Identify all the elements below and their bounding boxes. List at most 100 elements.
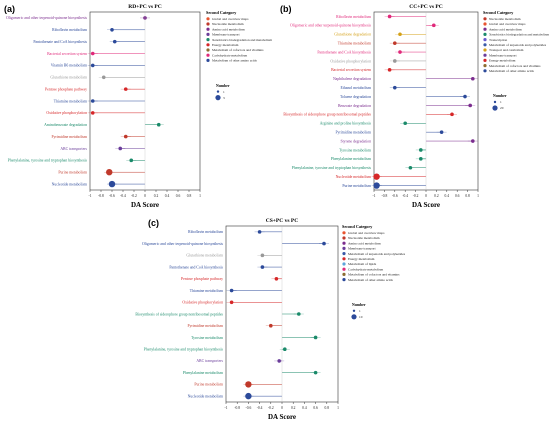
category-label-thiamine-metabolism: Thiamine metabolism [338, 41, 371, 45]
category-label-toluene-degradation: Toluene degradation [340, 95, 371, 99]
x-axis-label: DA Score [268, 413, 296, 421]
legend-swatch-xenobiotics-biodegradation-and-metabolism [483, 32, 487, 37]
category-label-biosynthesis-of-siderophore-group-nonribosomal-peptides: Biosynthesis of siderophore group nonrib… [283, 113, 371, 117]
chart-rd-pc-vs-pc: RD+PC vs PC -1 -0.8 -0.6 -0.4 -0.2 0 0.2 0.4 0.6 0… [6, 4, 272, 209]
x-tick-label: -0.2 [413, 194, 419, 198]
panel-label-c: (c) [148, 218, 159, 228]
legend-entry-membrane-transport: Membrane transport [212, 33, 240, 37]
category-label-oxidative-phosphorylation: Oxidative phosphorylation [182, 301, 223, 305]
chart-title: CC+PC vs PC [409, 4, 442, 10]
legend-swatch-membrane-transport [483, 53, 487, 57]
legend-title: Second Category [483, 10, 514, 15]
x-tick-label: 0.6 [455, 194, 460, 198]
legend-swatch-energy-metabolism [483, 58, 487, 63]
legend-entry-transport-and-catabolism: Transport and catabolism [489, 48, 524, 52]
legend-entry-metabolism-of-other-amino-acids: Metabolism of other amino acids [348, 278, 394, 282]
x-tick-label: -0.6 [392, 194, 398, 198]
category-label-nucleotide-metabolism: Nucleotide metabolism [188, 394, 223, 398]
legend-entry-energy-metabolism: Energy metabolism [212, 43, 239, 47]
legend-entry-xenobiotics-biodegradation-and-metabolism: Xenobiotics biodegradation and metabolis… [212, 38, 272, 42]
x-tick-label: 0 [144, 194, 146, 198]
x-tick-label: 0.4 [302, 406, 307, 410]
category-label-pyrimidine-metabolism: Pyrimidine metabolism [51, 135, 87, 139]
legend-swatch-amino-acid-metabolism [206, 27, 210, 31]
legend-entry-metabolism-of-other-amino-acids: Metabolism of other amino acids [489, 69, 535, 73]
legend-entry-energy-metabolism: Energy metabolism [489, 59, 516, 63]
legend-entry-membrane-transport: Membrane transport [348, 247, 376, 251]
category-label-arginine-and-proline-biosynthesis: Arginine and proline biosynthesis [320, 122, 372, 126]
category-label-phenylalanine-tyrosine-and-tryptophan-biosynthesis: Phenylalanine, tyrosine and tryptophan b… [144, 348, 224, 353]
legend-entry-metabolism-of-cofactors-and-vitamins: Metabolism of cofactors and vitamins [489, 64, 541, 68]
legend-swatch-metabolism-of-terpenoids-and-polyketides [483, 43, 487, 47]
category-label-oligomeric-and-other-terpenoid-quinone-biosynthesis: Oligomeric and other terpenoid-quinone b… [290, 24, 372, 28]
x-tick-label: 0.2 [154, 194, 159, 198]
legend-entry-carbohydrate-metabolism: Carbohydrate metabolism [212, 53, 247, 57]
chart-cc-pc-vs-pc: CC+PC vs PC -1 -0.8 -0.6 -0.4 -0.2 0 0.2 0.4 0.6 0… [283, 4, 549, 209]
category-label-vitamin-b6-metabolism: Vitamin B6 metabolism [51, 64, 87, 68]
category-label-ethanol-metabolism: Ethanol metabolism [341, 86, 372, 90]
category-label-thiamine-metabolism: Thiamine metabolism [54, 99, 87, 103]
x-tick-label: -0.6 [246, 406, 252, 410]
legend-title: Second Category [342, 224, 373, 229]
category-label-oligomeric-and-other-terpenoid-quinone-biosynthesis: Oligomeric and other terpenoid-quinone b… [142, 242, 224, 246]
category-label-phenylalanine-tyrosine-and-tryptophan-biosynthesis: Phenylalanine, tyrosine and tryptophan b… [8, 159, 88, 164]
category-label-aminobenzoate-degradation: Aminobenzoate degradation [44, 123, 87, 127]
x-tick-label: 1 [477, 194, 479, 198]
x-tick-label: 0 [281, 406, 283, 410]
category-label-phenylalanine-tyrosine-and-tryptophan-biosynthesis: Phenylalanine, tyrosine and tryptophan b… [292, 166, 372, 171]
legend-entry-transcription: Transcription [489, 38, 507, 42]
x-tick-label: 0.2 [291, 406, 296, 410]
legend-swatch-global-and-overview-maps [483, 22, 487, 26]
x-tick-label: 0.2 [434, 194, 439, 198]
size-legend-dot [351, 314, 357, 320]
legend-swatch-nucleotide-metabolism [483, 17, 487, 21]
panel-label-a: (a) [4, 4, 15, 14]
category-label-pentose-phosphate-pathway: Pentose phosphate pathway [181, 277, 223, 281]
size-legend-value: 1 [359, 309, 361, 313]
category-label-tyrosine-metabolism: Tyrosine metabolism [191, 336, 223, 340]
x-tick-label: -0.2 [268, 406, 274, 410]
category-label-abc-transporters: ABC transporters [196, 359, 223, 363]
legend-swatch-membrane-transport [342, 246, 346, 250]
x-tick-label: -1 [225, 406, 228, 410]
legend-entry-global-and-overview-maps: Global and overview maps [348, 231, 385, 235]
x-tick-label: 0.8 [465, 194, 470, 198]
category-label-oxidative-phosphorylation: Oxidative phosphorylation [46, 111, 87, 115]
legend-swatch-energy-metabolism [206, 43, 210, 47]
category-label-riboflavin-metabolism: Riboflavin metabolism [188, 230, 223, 234]
x-tick-label: 1 [337, 406, 339, 410]
legend-swatch-amino-acid-metabolism [342, 241, 346, 245]
size-legend-dot [492, 105, 498, 111]
legend-swatch-transcription [483, 38, 487, 42]
panel-label-b: (b) [280, 4, 292, 14]
x-tick-label: -0.8 [382, 194, 388, 198]
legend-swatch-metabolism-of-lipids [342, 262, 346, 266]
category-label-pantothenate-and-coa-biosynthesis: Pantothenate and CoA biosynthesis [33, 40, 87, 44]
size-legend-value: 20 [500, 106, 504, 110]
legend-entry-nucleotide-metabolism: Nucleotide metabolism [212, 22, 244, 26]
legend-swatch-nucleotide-metabolism [206, 22, 210, 26]
chart-title: CS+PC vs PC [266, 218, 298, 224]
x-tick-label: 0.6 [313, 406, 318, 410]
category-label-pantothenate-and-coa-biosynthesis: Pantothenate and CoA biosynthesis [169, 265, 223, 269]
legend-entry-metabolism-of-other-amino-acids: Metabolism of other amino acids [212, 59, 258, 63]
x-tick-label: 0.4 [165, 194, 170, 198]
legend-swatch-carbohydrate-metabolism [342, 267, 346, 271]
category-label-phenylalanine-metabolism: Phenylalanine metabolism [183, 371, 223, 375]
legend-entry-energy-metabolism: Energy metabolism [348, 257, 375, 261]
category-label-pantothenate-and-coa-biosynthesis: Pantothenate and CoA biosynthesis [317, 50, 371, 54]
x-tick-label: 0.4 [445, 194, 450, 198]
category-label-pyrimidine-metabolism: Pyrimidine metabolism [335, 130, 371, 134]
x-tick-label: -0.4 [402, 194, 408, 198]
size-legend-title: Number [493, 94, 507, 98]
x-tick-label: 1 [199, 194, 201, 198]
size-legend-dot [215, 95, 221, 101]
x-tick-label: 0.8 [325, 406, 330, 410]
category-label-oxidative-phosphorylation: Oxidative phosphorylation [330, 59, 371, 63]
category-label-riboflavin-metabolism: Riboflavin metabolism [52, 28, 87, 32]
category-label-pentose-phosphate-pathway: Pentose phosphate pathway [45, 87, 87, 91]
category-label-purine-metabolism: Purine metabolism [194, 383, 223, 387]
legend-swatch-metabolism-of-other-amino-acids [342, 278, 346, 282]
category-label-nucleotide-metabolism: Nucleotide metabolism [336, 175, 371, 179]
legend-entry-metabolism-of-cofactors-and-vitamins: Metabolism of cofactors and vitamins [348, 273, 400, 277]
